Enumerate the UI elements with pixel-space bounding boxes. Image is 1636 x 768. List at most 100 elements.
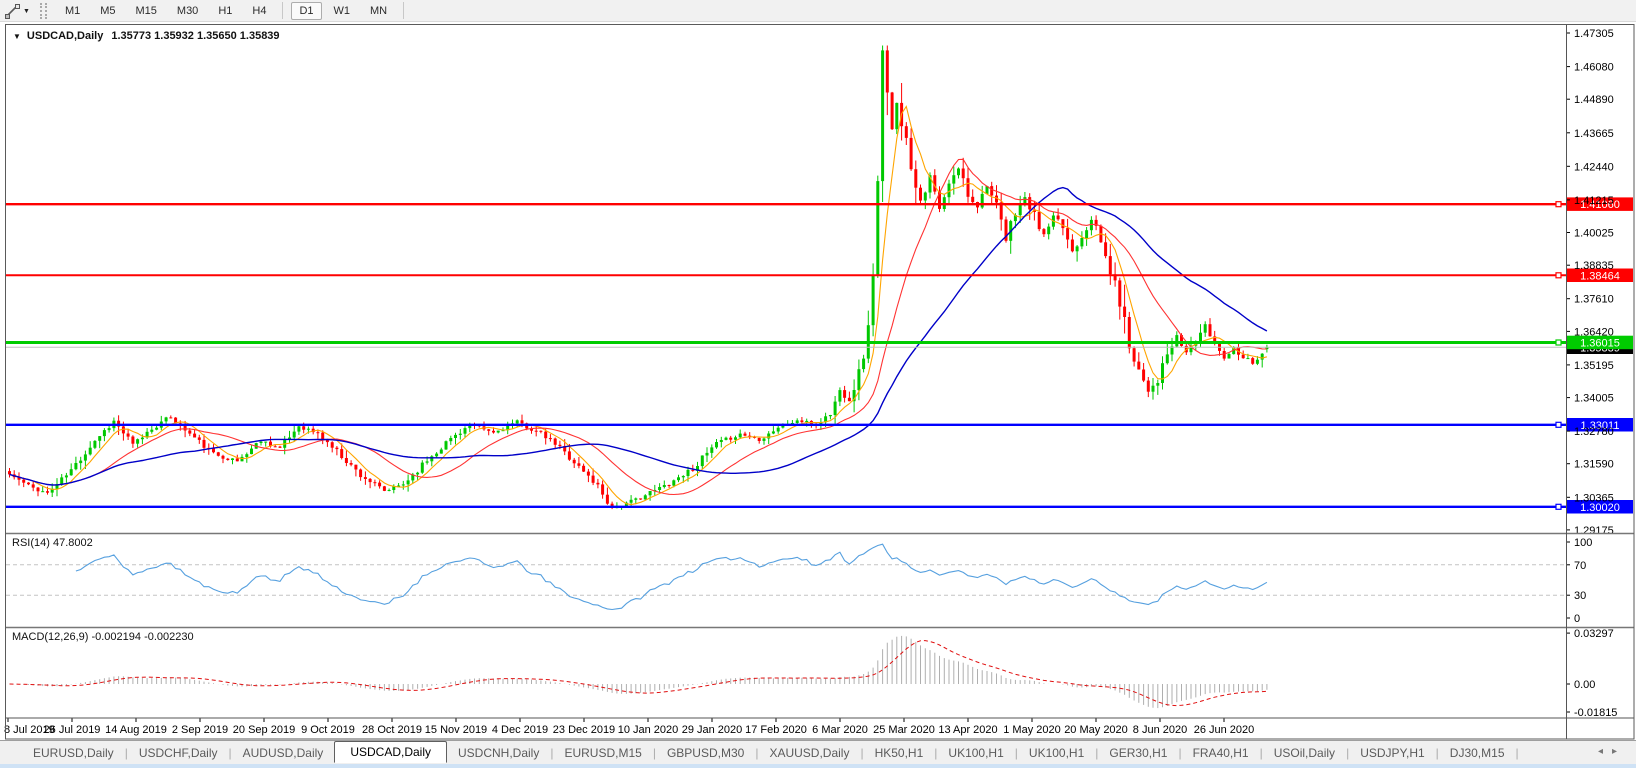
timeframe-button-m15[interactable]: M15 bbox=[135, 4, 157, 17]
top-toolbar: ▼ M1 M5 M15 M30 H1 H4 D1 W1 MN bbox=[0, 0, 1636, 22]
candlestick-series bbox=[8, 45, 1269, 510]
date-tick-label: 20 Sep 2019 bbox=[233, 724, 295, 736]
date-tick-label: 13 Apr 2020 bbox=[938, 724, 997, 736]
price-tick-label: 1.44890 bbox=[1574, 94, 1614, 106]
timeframe-button-mn[interactable]: MN bbox=[370, 4, 388, 17]
chart-tab-usdcnh-daily[interactable]: USDCNH,Daily bbox=[458, 745, 540, 760]
hline-anchor[interactable] bbox=[1555, 421, 1562, 428]
tool-dropdown-arrow-icon[interactable]: ▼ bbox=[23, 8, 30, 15]
chart-tab-uk100-h1[interactable]: UK100,H1 bbox=[948, 745, 1004, 760]
hline-anchor[interactable] bbox=[1555, 503, 1562, 510]
price-tick-label: 1.43665 bbox=[1574, 128, 1614, 140]
tab-separator: | bbox=[652, 745, 656, 760]
date-tick-label: 29 Jan 2020 bbox=[682, 724, 743, 736]
hline-price-label bbox=[1567, 335, 1633, 350]
tab-scroll-arrows: ◂▸ bbox=[1598, 746, 1626, 757]
date-tick-label: 25 Mar 2020 bbox=[873, 724, 935, 736]
date-tick-label: 6 Mar 2020 bbox=[812, 724, 868, 736]
rsi-tick-label: 30 bbox=[1574, 590, 1586, 602]
chart-tab-xauusd-daily[interactable]: XAUUSD,Daily bbox=[769, 745, 850, 760]
tab-separator: | bbox=[1259, 745, 1263, 760]
window-bottom-strip bbox=[0, 764, 1636, 768]
tab-separator: | bbox=[550, 745, 554, 760]
hline-anchor[interactable] bbox=[1555, 339, 1562, 346]
chart-tab-dj30-m15[interactable]: DJ30,M15 bbox=[1449, 745, 1505, 760]
timeframe-button-m30[interactable]: M30 bbox=[176, 4, 199, 17]
tab-separator: | bbox=[1014, 745, 1018, 760]
price-tick-label: 1.35195 bbox=[1574, 360, 1614, 372]
price-tick-label: 1.46080 bbox=[1574, 62, 1614, 74]
chart-tab-usdchf-daily[interactable]: USDCHF,Daily bbox=[138, 745, 218, 760]
price-tick-label: 1.41215 bbox=[1574, 195, 1614, 207]
chart-tab-usoil-daily[interactable]: USOil,Daily bbox=[1273, 745, 1336, 760]
toolbar-grip-handle[interactable] bbox=[39, 2, 47, 19]
chart-window-frame bbox=[5, 24, 1635, 740]
date-tick-label: 28 Oct 2019 bbox=[362, 724, 422, 736]
timeframe-button-group: M1 M5 M15 M30 H1 H4 D1 W1 MN bbox=[55, 1, 410, 20]
timeframe-button-m1[interactable]: M1 bbox=[64, 4, 81, 17]
hline-price-value: 1.36015 bbox=[1580, 338, 1620, 350]
hline-price-value: 1.38464 bbox=[1580, 270, 1620, 282]
window-menu-icon[interactable]: ▼ bbox=[13, 31, 21, 41]
hline-price-label bbox=[1567, 268, 1633, 282]
tab-scroll-right-icon[interactable]: ▸ bbox=[1611, 746, 1626, 757]
date-tick-label: 2 Sep 2019 bbox=[172, 724, 228, 736]
macd-histogram bbox=[9, 635, 1268, 709]
chart-tab-ger30-h1[interactable]: GER30,H1 bbox=[1109, 745, 1168, 760]
rsi-tick-label: 100 bbox=[1574, 537, 1592, 549]
timeframe-button-d1[interactable]: D1 bbox=[291, 1, 322, 20]
price-tick-label: 1.42440 bbox=[1574, 161, 1614, 173]
date-tick-label: 23 Dec 2019 bbox=[553, 724, 615, 736]
date-tick-label: 17 Feb 2020 bbox=[745, 724, 807, 736]
hline-price-value: 1.41060 bbox=[1580, 199, 1620, 211]
rsi-tick-label: 70 bbox=[1574, 560, 1586, 572]
tab-scroll-left-icon[interactable]: ◂ bbox=[1597, 746, 1612, 757]
price-tick-label: 1.37610 bbox=[1574, 294, 1614, 306]
timeframe-button-w1[interactable]: W1 bbox=[333, 4, 351, 17]
price-tick-label: 1.47305 bbox=[1574, 28, 1614, 40]
hline-price-label bbox=[1567, 418, 1633, 432]
chart-tab-gbpusd-m30[interactable]: GBPUSD,M30 bbox=[666, 745, 745, 760]
toolbar-separator bbox=[403, 2, 405, 19]
rsi-tick-label: 0 bbox=[1574, 613, 1580, 625]
date-tick-label: 8 Jul 2019 bbox=[4, 724, 55, 736]
chart-canvas[interactable]: 1.358391.410601.384641.330111.300201.360… bbox=[0, 22, 1636, 740]
timeframe-button-h4[interactable]: H4 bbox=[252, 4, 267, 17]
date-tick-label: 9 Oct 2019 bbox=[301, 724, 355, 736]
chart-tab-eurusd-m15[interactable]: EURUSD,M15 bbox=[564, 745, 642, 760]
macd-signal-line bbox=[9, 640, 1267, 707]
chart-tab-usdjpy-h1[interactable]: USDJPY,H1 bbox=[1360, 745, 1425, 760]
macd-indicator-label: MACD(12,26,9) -0.002194 -0.002230 bbox=[12, 631, 194, 643]
chart-tab-usdcad-daily[interactable]: USDCAD,Daily bbox=[334, 740, 447, 763]
date-tick-label: 20 May 2020 bbox=[1064, 724, 1128, 736]
tab-separator: | bbox=[934, 745, 938, 760]
hline-price-value: 1.33011 bbox=[1581, 420, 1620, 432]
ma-line-40 bbox=[9, 186, 1268, 486]
chart-tab-eurusd-daily[interactable]: EURUSD,Daily bbox=[33, 745, 114, 760]
rsi-indicator-label: RSI(14) 47.8002 bbox=[12, 537, 93, 549]
date-tick-label: 15 Nov 2019 bbox=[425, 724, 487, 736]
price-tick-label: 1.31590 bbox=[1574, 459, 1614, 471]
chart-tab-uk100-h1[interactable]: UK100,H1 bbox=[1028, 745, 1085, 760]
timeframe-button-h1[interactable]: H1 bbox=[218, 4, 233, 17]
ma-line-18 bbox=[9, 158, 1267, 496]
hline-price-value: 1.30020 bbox=[1580, 502, 1620, 514]
timeframe-button-m5[interactable]: M5 bbox=[100, 4, 116, 17]
chart-title: ▼ USDCAD,Daily 1.35773 1.35932 1.35650 1… bbox=[13, 30, 280, 42]
date-tick-label: 1 May 2020 bbox=[1003, 724, 1060, 736]
date-tick-label: 14 Aug 2019 bbox=[105, 724, 167, 736]
tab-separator: | bbox=[1178, 745, 1182, 760]
hline-price-label bbox=[1567, 500, 1633, 514]
chart-tab-fra40-h1[interactable]: FRA40,H1 bbox=[1192, 745, 1249, 760]
chart-tab-audusd-daily[interactable]: AUDUSD,Daily bbox=[242, 745, 324, 760]
hline-anchor[interactable] bbox=[1555, 272, 1562, 279]
drawing-tool-icon[interactable] bbox=[4, 3, 22, 19]
hline-anchor[interactable] bbox=[1555, 201, 1562, 208]
tab-separator: | bbox=[1346, 745, 1350, 760]
date-tick-label: 26 Jul 2019 bbox=[44, 724, 101, 736]
chart-tab-hk50-h1[interactable]: HK50,H1 bbox=[874, 745, 924, 760]
macd-tick-label: 0.00 bbox=[1574, 679, 1595, 691]
price-tick-label: 1.38835 bbox=[1574, 260, 1614, 272]
hline-price-label bbox=[1567, 197, 1633, 211]
